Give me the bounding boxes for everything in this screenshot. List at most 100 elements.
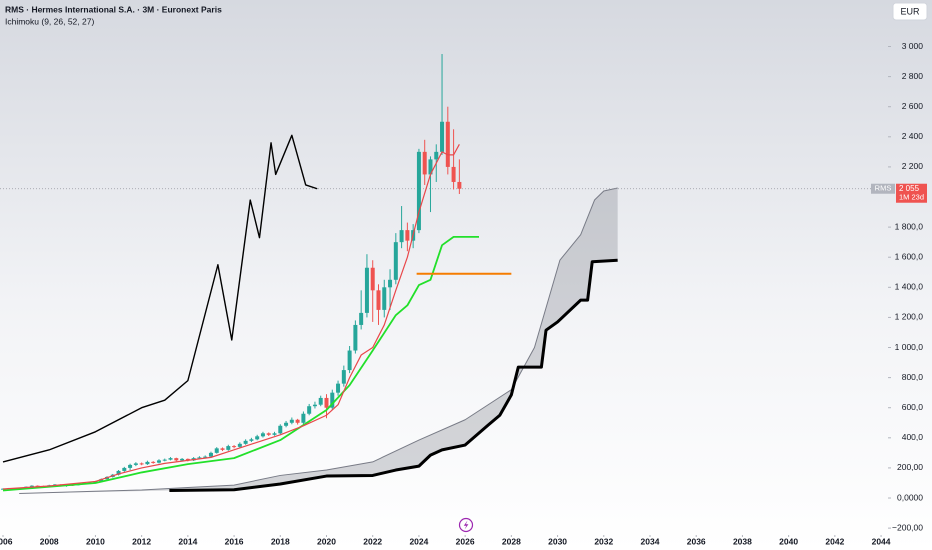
candle-body	[243, 440, 248, 444]
y-tick-label: −200,00	[892, 522, 923, 532]
y-tick-label: 2 600	[902, 101, 924, 111]
candle-body	[370, 267, 375, 291]
candle-body	[307, 406, 312, 414]
candle-body	[168, 458, 173, 460]
y-tick-label: 200,00	[897, 462, 923, 472]
x-tick-label: 2020	[317, 536, 336, 546]
candle-body	[237, 443, 242, 447]
candle-body	[162, 459, 167, 461]
candle-body	[451, 166, 456, 182]
currency-button[interactable]	[892, 2, 928, 21]
x-tick-label: 2014	[178, 536, 197, 546]
y-tick-label: 600,0	[902, 402, 924, 412]
x-tick-label: 2022	[363, 536, 382, 546]
candle-body	[353, 324, 358, 351]
candle-body	[232, 446, 237, 448]
x-tick-label: 2026	[456, 536, 475, 546]
x-tick-label: 2006	[0, 536, 13, 546]
x-tick-label: 2038	[733, 536, 752, 546]
x-tick-label: 2010	[86, 536, 105, 546]
candle-body	[174, 458, 179, 461]
x-tick-label: 2012	[132, 536, 151, 546]
candle-body	[405, 230, 410, 241]
candle-body	[388, 279, 393, 288]
candle-body	[266, 433, 271, 435]
x-tick-label: 2008	[40, 536, 59, 546]
candle-body	[208, 452, 213, 457]
candle-body	[180, 458, 185, 461]
candle-body	[445, 121, 450, 167]
candle-body	[324, 397, 329, 408]
candle-body	[440, 121, 445, 152]
candle-body	[197, 457, 202, 459]
candle-body	[416, 151, 421, 231]
candle-body	[139, 463, 144, 465]
candle-body	[116, 470, 121, 475]
candle-body	[133, 463, 138, 465]
candle-body	[434, 151, 439, 160]
candle-body	[393, 242, 398, 280]
price-badge	[896, 183, 927, 203]
price-label: 2 055	[899, 184, 920, 193]
candle-body	[341, 370, 346, 384]
candle-body	[399, 230, 404, 243]
event-icon-bolt	[463, 520, 469, 530]
candle-body	[220, 448, 225, 450]
candle-body	[156, 460, 161, 463]
x-tick-label: 2044	[872, 536, 891, 546]
symbol-label: RMS	[875, 184, 892, 193]
y-tick-label: 1 200,0	[895, 312, 924, 322]
candle-body	[1, 488, 6, 490]
plot-area	[0, 54, 888, 494]
symbol-badge	[871, 183, 895, 194]
indicator-line	[2, 144, 460, 490]
x-tick-label: 2018	[271, 536, 290, 546]
y-tick-label: 1 000,0	[895, 342, 924, 352]
candle-body	[289, 419, 294, 423]
candle-body	[99, 479, 104, 482]
x-tick-label: 2036	[687, 536, 706, 546]
candle-body	[422, 151, 427, 175]
x-tick-label: 2034	[641, 536, 660, 546]
candle-body	[151, 461, 156, 463]
candle-body	[336, 383, 341, 393]
y-tick-label: 3 000	[902, 41, 924, 51]
candle-body	[278, 425, 283, 434]
x-tick-label: 2040	[779, 536, 798, 546]
x-tick-label: 2030	[548, 536, 567, 546]
x-tick-label: 2016	[225, 536, 244, 546]
candle-body	[364, 267, 369, 313]
candle-body	[318, 397, 323, 405]
y-tick-label: 0,0000	[897, 492, 923, 502]
candle-body	[457, 181, 462, 189]
candle-body	[382, 287, 387, 310]
candle-body	[214, 448, 219, 453]
candle-body	[185, 458, 190, 461]
event-icon[interactable]	[458, 517, 474, 533]
indicator-line	[169, 258, 618, 492]
y-tick-label: 2 200	[902, 161, 924, 171]
candle-body	[376, 290, 381, 310]
y-tick-label: 2 400	[902, 131, 924, 141]
x-tick-label: 2032	[594, 536, 613, 546]
x-tick-label: 2024	[409, 536, 428, 546]
indicator-line	[19, 187, 618, 494]
candle-body	[284, 422, 289, 426]
candle-body	[145, 461, 150, 465]
currency-label[interactable]: EUR	[900, 6, 920, 16]
candle-body	[29, 485, 34, 487]
y-tick-label: 1 600,0	[895, 251, 924, 261]
candle-body	[312, 404, 317, 407]
candle-body	[203, 456, 208, 458]
candle-body	[272, 433, 277, 435]
candle-body	[128, 464, 133, 468]
candle-body	[226, 446, 231, 450]
candle-body	[347, 350, 352, 371]
candle-body	[295, 419, 300, 423]
indicator-line	[2, 134, 318, 463]
candle-body	[249, 439, 254, 441]
candle-body	[122, 467, 127, 471]
candle-body	[428, 159, 433, 175]
indicator-label: Ichimoku (9, 26, 52, 27)	[5, 16, 94, 26]
